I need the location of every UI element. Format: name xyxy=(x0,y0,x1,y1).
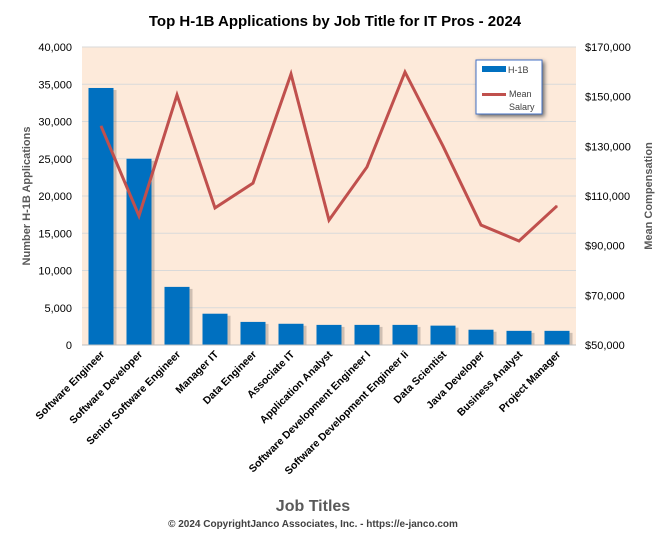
y-axis-title: Number H-1B Applications xyxy=(21,127,33,266)
y2-tick-label: $130,000 xyxy=(585,141,631,153)
salary-point-2 xyxy=(138,215,140,217)
y-tick-label: 0 xyxy=(66,340,72,352)
bar-3 xyxy=(164,286,190,345)
bar-7 xyxy=(316,324,342,345)
legend: H-1B Mean Salary xyxy=(475,59,543,115)
y-tick-label: 25,000 xyxy=(38,154,72,166)
bar-8 xyxy=(354,324,380,345)
salary-point-12 xyxy=(518,240,520,242)
bar-9 xyxy=(392,324,418,345)
y-tick-label: 40,000 xyxy=(38,42,72,54)
salary-point-8 xyxy=(366,166,368,168)
salary-point-3 xyxy=(176,94,178,96)
x-tick-label: Software Developer xyxy=(67,349,145,427)
y-tick-label: 35,000 xyxy=(38,79,72,91)
y2-tick-label: $90,000 xyxy=(585,241,625,253)
y-tick-label: 30,000 xyxy=(38,117,72,129)
footer-copyright: © 2024 CopyrightJanco Associates, Inc. -… xyxy=(168,519,458,530)
x-axis-title: Job Titles xyxy=(276,498,350,515)
legend-line-swatch xyxy=(482,93,506,96)
salary-point-5 xyxy=(252,182,254,184)
salary-point-13 xyxy=(556,205,558,207)
x-tick-label: Application Analyst xyxy=(258,348,336,426)
y2-tick-label: $110,000 xyxy=(585,191,630,203)
bar-13 xyxy=(544,330,570,345)
salary-point-4 xyxy=(214,207,216,209)
legend-bar-swatch xyxy=(482,66,506,72)
salary-point-11 xyxy=(480,224,482,226)
bar-5 xyxy=(240,321,266,345)
y2-tick-label: $70,000 xyxy=(585,290,625,302)
y2-tick-label: $50,000 xyxy=(585,340,625,352)
y2-tick-label: $150,000 xyxy=(585,92,631,104)
bar-12 xyxy=(506,330,532,345)
y-tick-label: 15,000 xyxy=(38,228,72,240)
salary-point-6 xyxy=(290,73,292,75)
salary-point-1 xyxy=(100,125,102,127)
salary-point-9 xyxy=(404,71,406,73)
y-tick-label: 5,000 xyxy=(44,303,72,315)
x-tick-label: Business Analyst xyxy=(455,348,525,418)
legend-label-salary: Salary xyxy=(509,102,535,112)
chart-title: Top H-1B Applications by Job Title for I… xyxy=(149,13,522,30)
bar-4 xyxy=(202,313,228,345)
bar-1 xyxy=(88,87,114,345)
bar-6 xyxy=(278,323,304,345)
bar-11 xyxy=(468,329,494,345)
legend-label-mean: Mean xyxy=(509,89,532,99)
x-tick-label: Software Engineer xyxy=(33,349,107,423)
salary-point-10 xyxy=(442,145,444,147)
y-tick-label: 10,000 xyxy=(38,266,72,278)
y2-axis-title: Mean Compensation xyxy=(643,142,655,250)
legend-label-h1b: H-1B xyxy=(508,65,529,75)
bar-10 xyxy=(430,325,456,345)
y2-tick-label: $170,000 xyxy=(585,42,631,54)
salary-point-7 xyxy=(328,219,330,221)
y-tick-label: 20,000 xyxy=(38,191,72,203)
